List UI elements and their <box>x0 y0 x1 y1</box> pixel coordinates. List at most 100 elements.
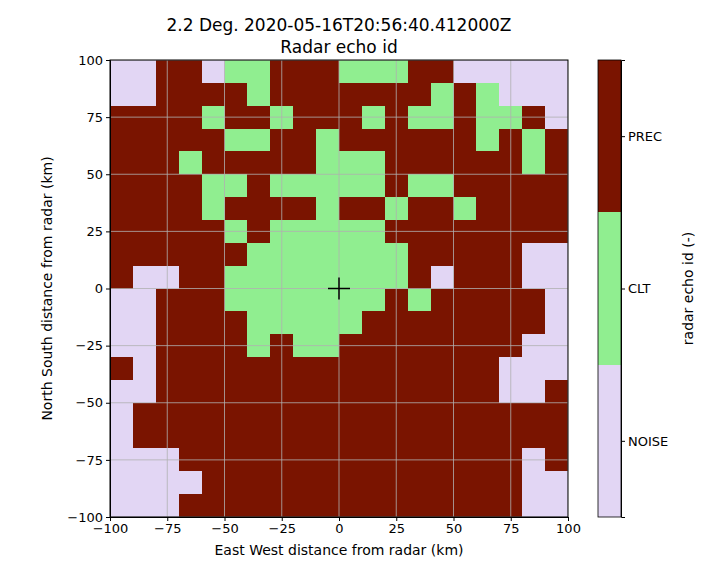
cell <box>316 129 339 152</box>
cell <box>476 289 499 312</box>
cell <box>179 494 202 517</box>
cell <box>431 426 454 449</box>
y-axis: −100−75−50−250255075100 <box>67 53 110 525</box>
tick-mark <box>106 117 110 118</box>
cell <box>133 197 156 220</box>
cell <box>247 403 270 426</box>
cell <box>545 151 568 174</box>
tick-label: 0 <box>335 521 343 536</box>
cell <box>545 266 568 289</box>
cell <box>247 174 270 197</box>
tick-mark <box>106 289 110 290</box>
cell <box>545 289 568 312</box>
cell <box>339 243 362 266</box>
tick-mark <box>106 403 110 404</box>
cell <box>316 174 339 197</box>
tick-mark <box>106 346 110 347</box>
cell <box>247 266 270 289</box>
cell <box>110 289 133 312</box>
cell <box>202 494 225 517</box>
cell <box>522 357 545 380</box>
cell <box>133 266 156 289</box>
tick: −50 <box>76 395 110 410</box>
tick: 100 <box>78 53 110 68</box>
cell <box>133 311 156 334</box>
cell <box>247 471 270 494</box>
cells <box>110 60 568 517</box>
tick: 75 <box>503 517 520 536</box>
cell <box>339 83 362 106</box>
tick-mark <box>621 136 625 137</box>
cell <box>522 129 545 152</box>
cell <box>110 60 133 83</box>
cell <box>110 426 133 449</box>
cell <box>454 197 477 220</box>
cell <box>133 426 156 449</box>
cell <box>408 289 431 312</box>
cell <box>454 243 477 266</box>
cell <box>110 403 133 426</box>
cell <box>545 403 568 426</box>
cell <box>339 266 362 289</box>
cell <box>225 197 248 220</box>
cell <box>545 243 568 266</box>
cell <box>454 403 477 426</box>
cell <box>247 380 270 403</box>
cell <box>454 129 477 152</box>
cell <box>545 60 568 83</box>
cell <box>431 357 454 380</box>
cell <box>476 83 499 106</box>
cell <box>408 243 431 266</box>
cell <box>110 129 133 152</box>
cell <box>293 197 316 220</box>
cell <box>247 243 270 266</box>
cell <box>454 151 477 174</box>
cell <box>133 380 156 403</box>
cell <box>362 403 385 426</box>
cell <box>133 151 156 174</box>
tick-label: −75 <box>76 453 103 468</box>
cell <box>316 403 339 426</box>
cell <box>202 197 225 220</box>
cell <box>339 174 362 197</box>
tick-label: 50 <box>446 521 463 536</box>
cell <box>545 311 568 334</box>
tick-mark <box>106 460 110 461</box>
cell <box>362 174 385 197</box>
cell <box>110 471 133 494</box>
cell <box>110 174 133 197</box>
cell <box>225 494 248 517</box>
cell <box>431 494 454 517</box>
cell <box>133 357 156 380</box>
cell <box>476 60 499 83</box>
cell <box>110 83 133 106</box>
cell <box>431 311 454 334</box>
cell <box>476 403 499 426</box>
tick: −50 <box>211 517 238 536</box>
x-axis-title: East West distance from radar (km) <box>214 542 463 558</box>
cell <box>522 174 545 197</box>
cell <box>431 243 454 266</box>
cell <box>408 471 431 494</box>
cell <box>454 494 477 517</box>
cell <box>133 494 156 517</box>
cell <box>476 311 499 334</box>
cell <box>225 403 248 426</box>
radar-group <box>328 278 350 300</box>
cell <box>316 357 339 380</box>
cell <box>179 426 202 449</box>
cell <box>431 83 454 106</box>
cell <box>362 129 385 152</box>
cell <box>476 494 499 517</box>
cell <box>133 60 156 83</box>
cell <box>316 266 339 289</box>
cell <box>316 60 339 83</box>
cell <box>431 174 454 197</box>
tick-mark <box>106 174 110 175</box>
cell <box>293 380 316 403</box>
cell <box>293 60 316 83</box>
cell <box>339 494 362 517</box>
cell <box>522 311 545 334</box>
cell <box>110 357 133 380</box>
cell <box>316 243 339 266</box>
